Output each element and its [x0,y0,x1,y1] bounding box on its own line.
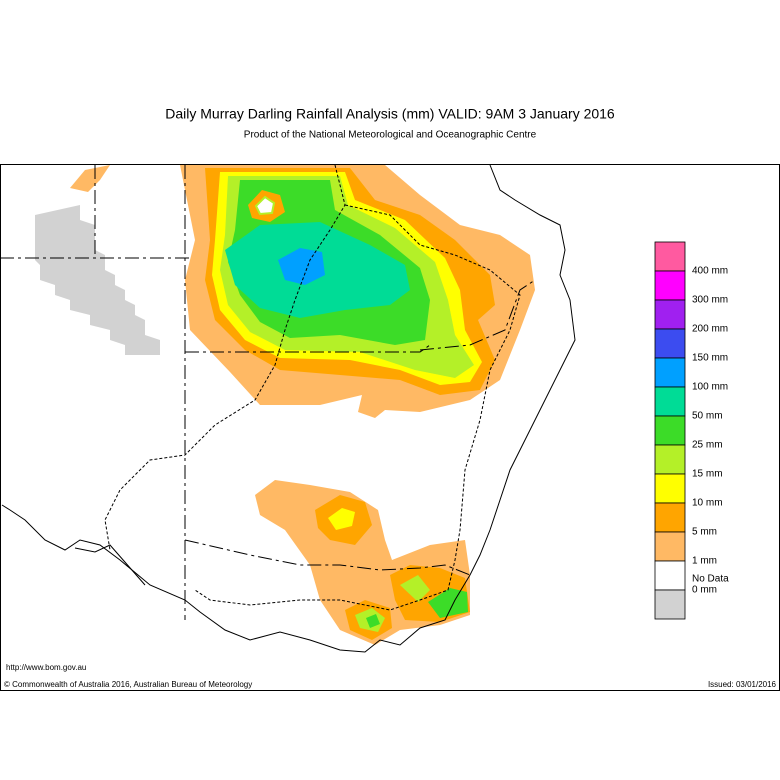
boundaries [0,164,576,653]
basin-boundary [104,164,346,551]
legend-swatch [654,357,686,388]
legend-label: 0 mm [692,585,717,596]
source-url: http://www.bom.gov.au [6,663,86,672]
legend-swatch [654,560,686,591]
contour-15mm [400,575,430,602]
legend-swatch [654,531,686,562]
legend-label: No Data [692,574,729,585]
basin-boundary [194,204,521,611]
legend-label: 300 mm [692,295,728,306]
legend-swatch [654,415,686,446]
contour-10mm [328,508,355,530]
contour-100mm [278,248,325,285]
legend-label: 10 mm [692,498,723,509]
legend-label: 200 mm [692,324,728,335]
legend-label: 400 mm [692,266,728,277]
coastline [74,544,146,586]
coastline [1,164,576,653]
legend-label: 150 mm [692,353,728,364]
legend-label: 50 mm [692,411,723,422]
map-title: Daily Murray Darling Rainfall Analysis (… [165,106,615,122]
state-border [419,279,536,351]
legend-label: 5 mm [692,527,717,538]
legend-label: 25 mm [692,440,723,451]
legend-label: 15 mm [692,469,723,480]
legend-swatch [654,328,686,359]
no-data-area [35,205,160,355]
legend-label: 100 mm [692,382,728,393]
legend-swatch [654,444,686,475]
contour-1mm [70,165,110,192]
copyright: © Commonwealth of Australia 2016, Austra… [4,680,252,689]
rainfall-contours [35,165,535,645]
legend-label: 1 mm [692,556,717,567]
legend-swatch [654,502,686,533]
contour-25mm [366,614,380,628]
state-border [0,165,431,620]
state-border [184,539,471,576]
issued-date: Issued: 03/01/2016 [708,680,777,689]
legend-swatch [654,241,686,272]
legend-swatch [654,386,686,417]
map-subtitle: Product of the National Meteorological a… [244,130,537,141]
legend-swatch [654,299,686,330]
contour-0mm [254,195,276,216]
legend-swatch [654,270,686,301]
legend-swatch [654,589,686,620]
legend: 400 mm 300 mm 200 mm 150 mm 100 mm 50 mm 25 mm… [654,241,729,620]
legend-swatch [654,473,686,504]
